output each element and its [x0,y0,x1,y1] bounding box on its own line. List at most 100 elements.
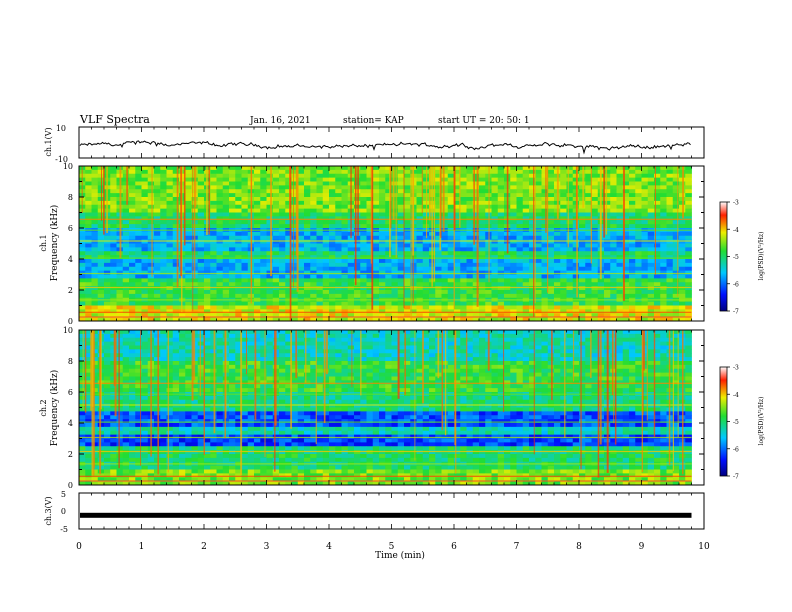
spectrogram-cell [272,305,280,310]
spectrogram-cell [366,301,374,306]
spectrogram-cell [160,185,167,190]
spectrogram-cell [479,317,486,322]
spectrogram-cell [354,361,361,366]
spectrogram-cell [522,173,530,179]
spectrogram-cell [241,181,249,186]
spectrogram-cell [510,333,517,339]
spectrogram-cell [172,353,180,358]
spectrogram-cell [485,301,492,306]
spectrogram-cell [629,231,636,237]
spectrogram-cell [97,290,105,295]
spectrogram-cell [110,345,117,350]
spectrogram-cell [147,189,155,194]
spectrogram-cell [129,193,136,198]
spectrogram-cell [379,259,386,264]
ch1-colorbar-ticks: -3-4-5-6-7 [727,200,739,316]
spectrogram-cell [560,224,567,229]
spectrogram-cell [572,251,580,256]
spectrogram-cell [385,309,392,314]
spectrogram-cell [504,290,511,295]
spectrogram-cell [666,200,674,206]
spectrogram-cell [266,361,274,366]
spectrogram-cell [391,317,399,322]
spectrogram-cell [310,247,317,252]
spectrogram-cell [585,330,592,335]
spectrogram-cell [466,173,474,179]
spectrogram-cell [129,220,136,225]
spectrogram-cell [91,189,99,194]
spectrogram-cell [160,345,167,350]
spectrogram-cell [229,181,236,186]
spectrogram-cell [329,204,336,210]
spectrogram-cell [666,286,674,291]
spectrogram-cell [635,169,642,175]
spectrogram-cell [135,345,142,350]
spectrogram-cell [547,309,555,314]
spectrogram-cell [272,243,280,248]
spectrogram-cell [279,270,286,275]
spectrogram-cell [216,251,224,256]
spectrogram-cell [79,262,86,268]
spectrogram-cell [629,181,636,186]
spectrogram-cell [647,290,655,295]
spectrogram-cell [447,259,455,264]
spectrogram-cell [622,251,630,256]
sferic-streak [357,166,359,236]
spectrogram-cell [341,309,349,314]
spectrogram-cell [610,181,617,186]
spectrogram-cell [397,200,405,206]
spectrogram-cell [322,166,330,171]
spectrogram-cell [354,345,361,350]
spectrogram-cell [79,313,86,318]
spectrogram-cell [666,278,674,283]
spectrogram-cell [610,266,617,272]
spectrogram-cell [160,305,167,310]
spectrogram-cell [641,270,649,275]
spectrogram-cell [516,200,524,206]
spectrogram-cell [397,286,405,291]
spectrogram-cell [254,357,261,362]
spectrogram-cell [616,231,624,237]
spectrogram-cell [354,274,361,279]
spectrogram-cell [504,259,511,264]
spectrogram-cell [497,337,505,343]
spectrogram-cell [147,173,155,179]
spectrogram-cell [479,247,486,252]
spectrogram-cell [79,255,86,260]
spectrogram-cell [641,251,649,256]
spectrogram-cell [566,189,574,194]
spectrogram-cell [385,341,392,346]
spectrogram-cell [566,224,574,229]
spectrogram-cell [616,169,624,175]
sferic-streak [599,166,602,280]
spectrogram-cell [654,231,661,237]
spectrogram-cell [610,204,617,210]
spectrogram-cell [472,224,480,229]
spectrogram-cell [260,208,267,213]
spectrogram-cell [241,166,249,171]
spectrogram-cell [679,290,686,295]
spectrogram-cell [154,286,161,291]
spectrogram-cell [279,216,286,221]
spectrogram-cell [372,243,380,248]
spectrogram-cell [204,274,211,279]
spectrogram-cell [272,166,280,171]
spectrogram-cell [529,317,536,322]
spectrogram-cell [222,197,230,202]
spectrogram-cell [591,357,599,362]
spectrogram-cell [510,293,517,299]
spectrogram-cell [441,208,449,213]
spectrogram-cell [541,200,549,206]
spectrogram-cell [366,193,374,198]
spectrogram-cell [185,274,192,279]
spectrogram-cell [329,173,336,179]
spectrogram-cell [310,353,317,358]
spectrogram-cell [266,317,274,322]
spectrogram-cell [79,278,86,283]
spectrogram-cell [91,243,99,248]
spectrogram-cell [329,224,336,229]
spectrogram-cell [585,208,592,213]
spectrogram-cell [629,216,636,221]
spectrogram-cell [672,224,680,229]
